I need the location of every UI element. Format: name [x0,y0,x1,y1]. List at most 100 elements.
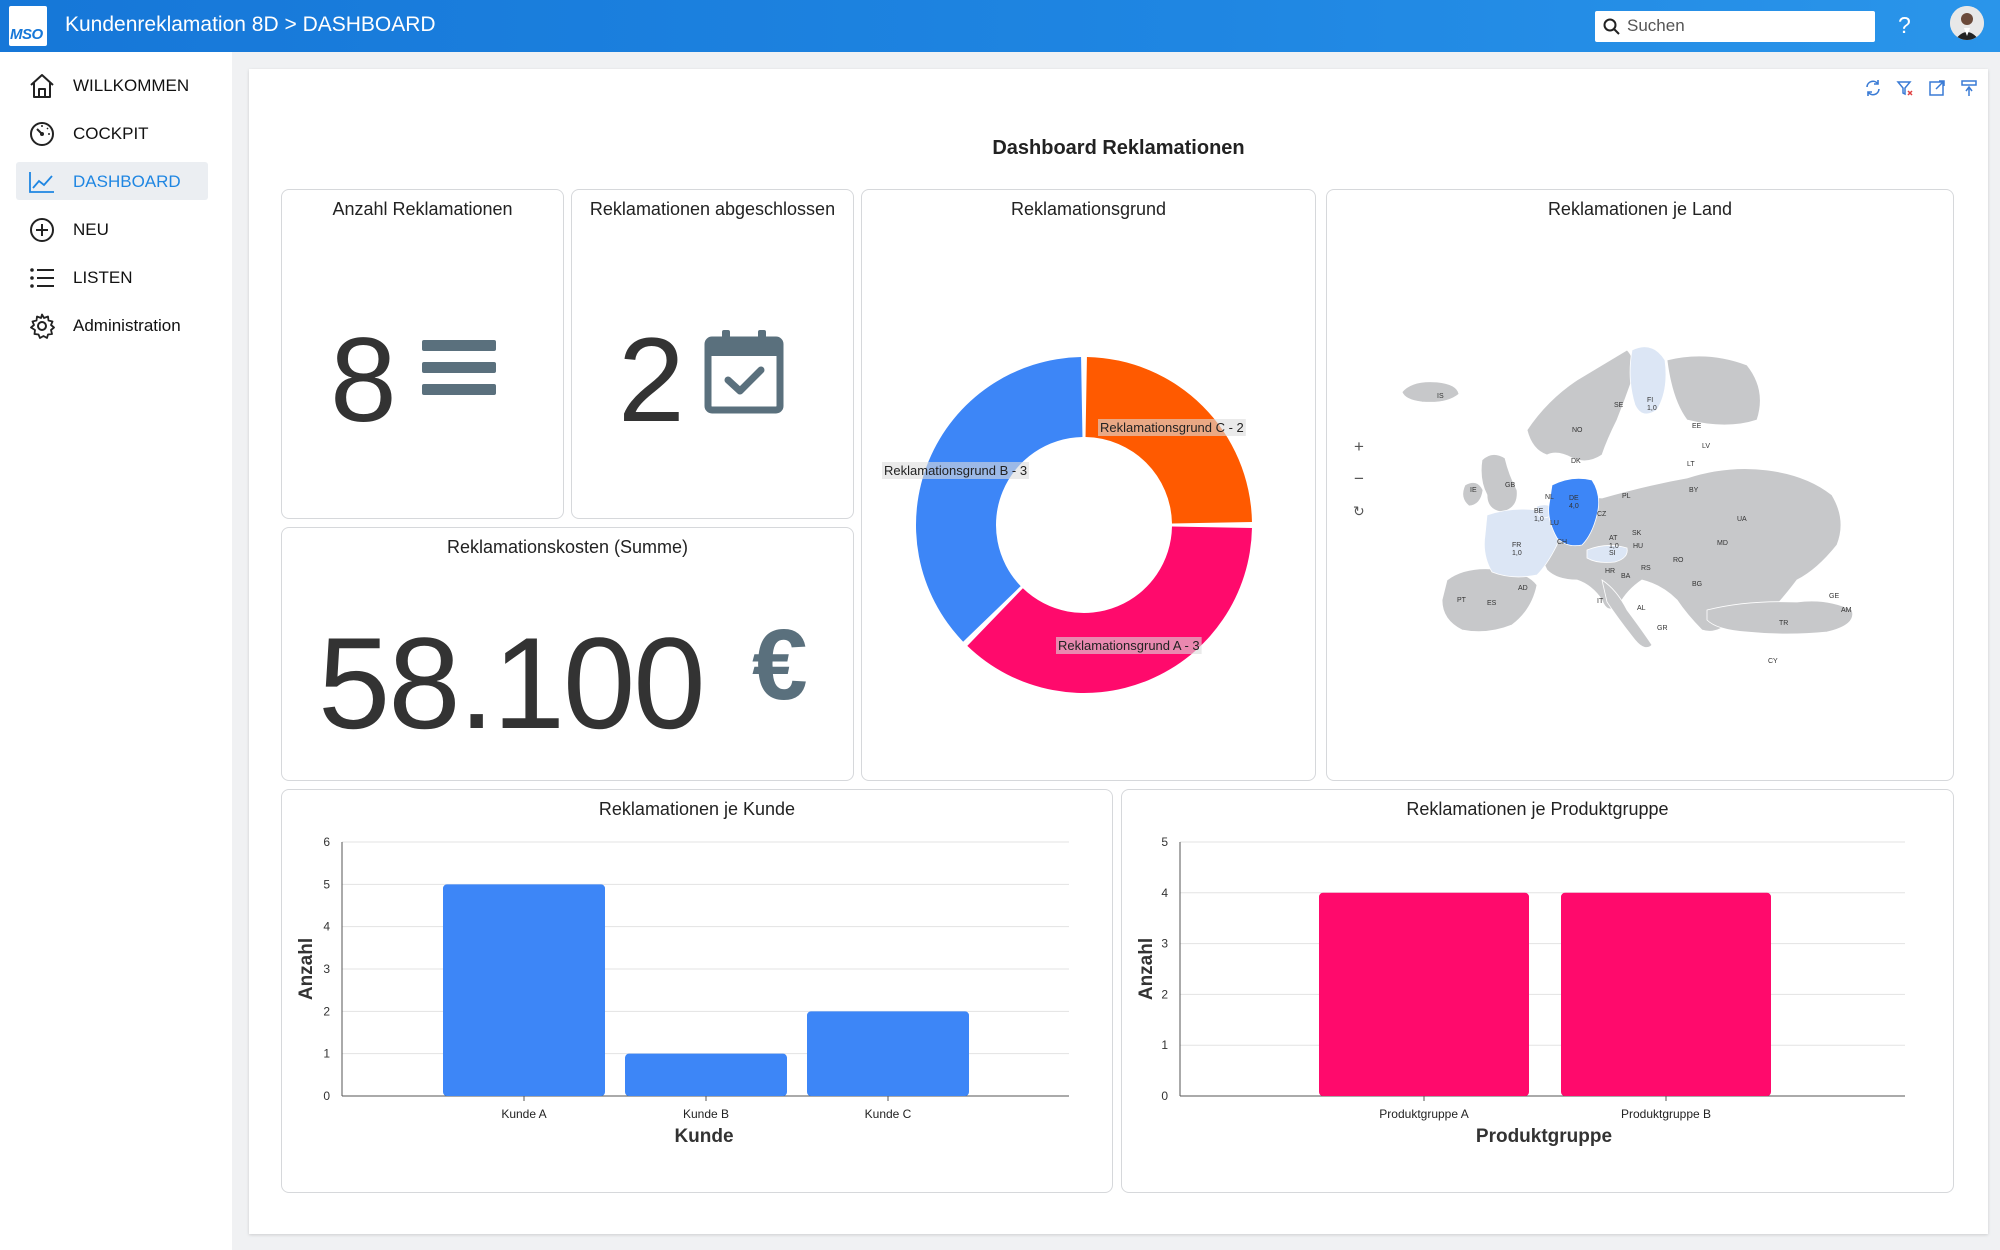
bar[interactable] [625,1053,787,1096]
map-label-bg: BG [1692,581,1702,588]
sidebar-item-willkommen[interactable]: WILLKOMMEN [16,66,208,104]
search-input[interactable] [1627,15,1867,37]
zoom-out-button[interactable]: − [1354,469,1364,488]
map-label-hr: HR [1605,568,1615,575]
sidebar: WILLKOMMEN COCKPIT DASHBOARD NEU LISTEN … [0,52,232,1250]
map-shape-russia-north [1666,355,1761,426]
map-label-sk: SK [1632,530,1642,537]
sidebar-item-label: DASHBOARD [73,172,181,191]
map-shape-germany [1548,477,1600,547]
map-label-ee: EE [1692,423,1702,430]
sidebar-item-dashboard[interactable]: DASHBOARD [16,162,208,200]
bar[interactable] [1319,892,1529,1096]
zoom-in-button[interactable]: + [1354,437,1364,456]
map-label-ba: BA [1621,573,1631,580]
gauge-icon [30,122,54,146]
dashboard-title: Dashboard Reklamationen [992,137,1245,159]
map-shape-britain [1480,454,1518,513]
expand-icon[interactable] [1928,79,1946,97]
export-icon[interactable] [1960,79,1978,97]
map-shape-finland-region [1629,346,1667,415]
donut-chart[interactable]: Reklamationsgrund C - 2 Reklamationsgrund… [862,230,1317,782]
sidebar-item-cockpit[interactable]: COCKPIT [16,114,208,152]
map-label-ch: CH [1557,539,1567,546]
plus-circle-icon [30,218,54,242]
map-value-at: 1,0 [1609,543,1619,550]
x-tick-label: Kunde B [683,1107,729,1121]
map-reklamationen-je-land[interactable]: Reklamationen je Land + − ↻ [1326,189,1954,781]
sidebar-item-label: Administration [73,316,181,335]
europe-map[interactable] [1387,280,1947,700]
sidebar-item-label: LISTEN [73,268,133,287]
map-label-gb: GB [1505,482,1515,489]
y-tick-label: 3 [323,962,330,976]
bar[interactable] [1561,892,1771,1096]
map-value-fi: 1,0 [1647,405,1657,412]
y-tick-label: 6 [323,835,330,849]
donut-label-bg [1098,419,1246,436]
sidebar-item-administration[interactable]: Administration [16,306,208,344]
map-label-cz: CZ [1597,511,1607,518]
app-logo[interactable]: MSO [9,6,47,46]
bar-chart-produktgruppe[interactable]: 0 1 2 3 4 5 Produktgruppe A Produktgruppe B Prod… [1122,826,1955,1192]
x-tick-label: Kunde A [501,1107,546,1121]
chart-title: Reklamationen je Produktgruppe [1406,799,1669,819]
sidebar-item-neu[interactable]: NEU [16,210,208,248]
y-tick-label: 0 [1161,1089,1168,1103]
y-tick-label: 1 [1161,1038,1168,1052]
map-shape-italy [1601,579,1653,648]
map-label-lv: LV [1702,443,1710,450]
search-box[interactable] [1595,11,1875,42]
y-axis-title: Anzahl [1136,938,1157,1000]
y-tick-label: 2 [323,1004,330,1018]
chart-reklamationsgrund[interactable]: Reklamationsgrund Reklamationsgrund C - … [861,189,1316,781]
map-shape-ireland [1462,482,1484,507]
map-label-is: IS [1437,393,1444,400]
donut-slice[interactable] [967,526,1252,693]
filter-clear-icon[interactable] [1896,79,1914,97]
sidebar-item-listen[interactable]: LISTEN [16,258,208,296]
map-shape-scandinavia [1526,349,1635,462]
kpi-anzahl-reklamationen[interactable]: Anzahl Reklamationen 8 [281,189,564,519]
map-label-no: NO [1572,427,1583,434]
tile-title: Reklamationen abgeschlossen [589,199,836,219]
chart-reklamationen-je-kunde[interactable]: Reklamationen je Kunde 0 1 2 3 4 5 6 Kunde A Kun… [281,789,1113,1193]
map-shape-iceland [1401,381,1460,403]
refresh-icon[interactable] [1864,79,1882,97]
kpi-value: 8 [330,313,397,447]
donut-slice[interactable] [1085,357,1252,524]
map-value-fr: 1,0 [1512,550,1522,557]
help-icon[interactable]: ? [1898,12,1911,38]
x-axis-title: Produktgruppe [1476,1126,1612,1147]
map-value-be: 1,0 [1534,516,1544,523]
bar[interactable] [443,884,605,1096]
avatar[interactable] [1950,6,1984,40]
map-label-am: AM [1841,607,1852,614]
search-icon [1603,18,1620,35]
app-title: Kundenreklamation 8D > DASHBOARD [65,13,436,36]
kpi-reklamationen-abgeschlossen[interactable]: Reklamationen abgeschlossen 2 [571,189,854,519]
map-label-it: IT [1597,598,1604,605]
dashboard-panel: Dashboard Reklamationen Anzahl Reklamati… [249,69,1988,1234]
euro-icon: € [752,609,808,721]
map-label-cy: CY [1768,658,1778,665]
kpi-reklamationskosten[interactable]: Reklamationskosten (Summe) 58.100 € [281,527,854,781]
map-label-ie: IE [1470,487,1477,494]
map-label-tr: TR [1779,620,1788,627]
map-shape-austria [1586,545,1628,563]
bar-chart-kunde[interactable]: 0 1 2 3 4 5 6 Kunde A Kunde B Kunde C Kunde Anzahl [282,826,1114,1192]
kpi-value: 2 [618,313,685,447]
donut-slice[interactable] [916,357,1083,642]
donut-label: Reklamationsgrund B - 3 [884,463,1027,478]
map-label-by: BY [1689,487,1699,494]
map-label-si: SI [1609,550,1616,557]
line-chart-icon [29,172,54,193]
reset-map-button[interactable]: ↻ [1353,503,1365,519]
list-icon [30,268,54,288]
donut-label: Reklamationsgrund C - 2 [1100,420,1244,435]
y-tick-label: 3 [1161,937,1168,951]
chart-reklamationen-je-produktgruppe[interactable]: Reklamationen je Produktgruppe 0 1 2 3 4 5 Pro… [1121,789,1954,1193]
bar[interactable] [807,1011,969,1096]
map-shape-turkey [1706,600,1854,635]
y-tick-label: 0 [323,1089,330,1103]
